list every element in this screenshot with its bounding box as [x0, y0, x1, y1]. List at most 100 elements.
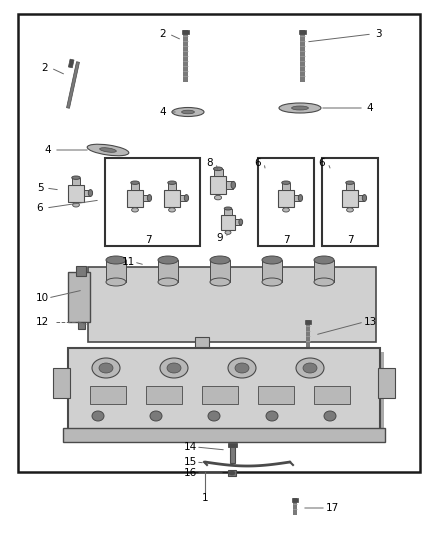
- Polygon shape: [67, 62, 79, 108]
- Ellipse shape: [229, 471, 235, 475]
- Text: 7: 7: [347, 235, 353, 245]
- Text: 7: 7: [283, 235, 290, 245]
- Text: 13: 13: [364, 317, 377, 327]
- Ellipse shape: [184, 195, 189, 201]
- Ellipse shape: [279, 103, 321, 113]
- Bar: [183, 30, 187, 82]
- Ellipse shape: [346, 208, 353, 212]
- Bar: [131, 183, 139, 190]
- Bar: [228, 470, 236, 476]
- Ellipse shape: [296, 358, 324, 378]
- Ellipse shape: [100, 148, 117, 152]
- Text: 12: 12: [35, 317, 49, 327]
- Ellipse shape: [225, 231, 231, 235]
- Ellipse shape: [262, 278, 282, 286]
- Bar: [68, 272, 90, 322]
- Ellipse shape: [314, 278, 334, 286]
- Ellipse shape: [182, 110, 194, 114]
- Bar: [343, 190, 358, 206]
- Bar: [224, 208, 232, 214]
- Bar: [76, 266, 86, 276]
- Ellipse shape: [298, 195, 303, 201]
- Text: 17: 17: [325, 503, 339, 513]
- Bar: [258, 386, 294, 404]
- Bar: [192, 377, 212, 387]
- Bar: [293, 498, 297, 515]
- Text: 9: 9: [217, 233, 223, 243]
- Bar: [258, 158, 314, 246]
- Text: 6: 6: [319, 158, 325, 168]
- Ellipse shape: [235, 363, 249, 373]
- Text: 15: 15: [184, 457, 197, 467]
- Bar: [158, 260, 178, 282]
- Ellipse shape: [88, 190, 92, 196]
- Ellipse shape: [131, 181, 139, 184]
- Ellipse shape: [303, 363, 317, 373]
- Bar: [53, 368, 70, 398]
- Bar: [164, 190, 180, 206]
- Bar: [262, 260, 282, 282]
- Text: 8: 8: [207, 158, 213, 168]
- Bar: [106, 260, 126, 282]
- Bar: [235, 219, 241, 225]
- Bar: [90, 386, 126, 404]
- Text: 2: 2: [42, 63, 48, 73]
- Ellipse shape: [282, 181, 290, 184]
- Bar: [72, 177, 80, 184]
- Bar: [143, 195, 149, 201]
- Bar: [299, 30, 305, 34]
- Ellipse shape: [210, 278, 230, 286]
- Bar: [293, 195, 300, 201]
- Text: 3: 3: [374, 29, 381, 39]
- Ellipse shape: [150, 411, 162, 421]
- Bar: [146, 386, 182, 404]
- Bar: [358, 195, 364, 201]
- Bar: [195, 337, 209, 379]
- Text: 1: 1: [201, 493, 208, 503]
- Text: 4: 4: [160, 107, 166, 117]
- Bar: [127, 190, 143, 206]
- Bar: [202, 386, 238, 404]
- Ellipse shape: [346, 181, 354, 184]
- Text: 14: 14: [184, 442, 197, 452]
- Text: 11: 11: [121, 257, 134, 267]
- Bar: [68, 348, 380, 438]
- Bar: [168, 183, 176, 190]
- Bar: [305, 320, 311, 324]
- Text: 4: 4: [45, 145, 51, 155]
- Bar: [221, 214, 235, 230]
- Ellipse shape: [72, 176, 80, 180]
- Bar: [105, 158, 200, 246]
- Bar: [230, 445, 235, 463]
- Ellipse shape: [210, 256, 230, 264]
- Ellipse shape: [147, 195, 152, 201]
- Ellipse shape: [172, 108, 204, 117]
- Bar: [63, 428, 385, 442]
- Bar: [180, 195, 187, 201]
- Text: 7: 7: [145, 235, 151, 245]
- Ellipse shape: [224, 207, 232, 210]
- Bar: [226, 181, 233, 189]
- Ellipse shape: [228, 358, 256, 378]
- Ellipse shape: [362, 195, 367, 201]
- Ellipse shape: [239, 219, 243, 225]
- Ellipse shape: [262, 256, 282, 264]
- Ellipse shape: [158, 256, 178, 264]
- Bar: [306, 320, 310, 348]
- Bar: [68, 184, 84, 201]
- Ellipse shape: [324, 411, 336, 421]
- Ellipse shape: [213, 167, 223, 171]
- Bar: [84, 190, 91, 196]
- Ellipse shape: [283, 208, 290, 212]
- Bar: [210, 260, 230, 282]
- Ellipse shape: [106, 256, 126, 264]
- Ellipse shape: [99, 363, 113, 373]
- Text: 2: 2: [160, 29, 166, 39]
- Ellipse shape: [231, 181, 236, 189]
- Ellipse shape: [292, 106, 308, 110]
- Bar: [322, 158, 378, 246]
- Bar: [72, 352, 384, 442]
- Bar: [210, 176, 226, 194]
- Bar: [314, 260, 334, 282]
- Bar: [346, 183, 354, 190]
